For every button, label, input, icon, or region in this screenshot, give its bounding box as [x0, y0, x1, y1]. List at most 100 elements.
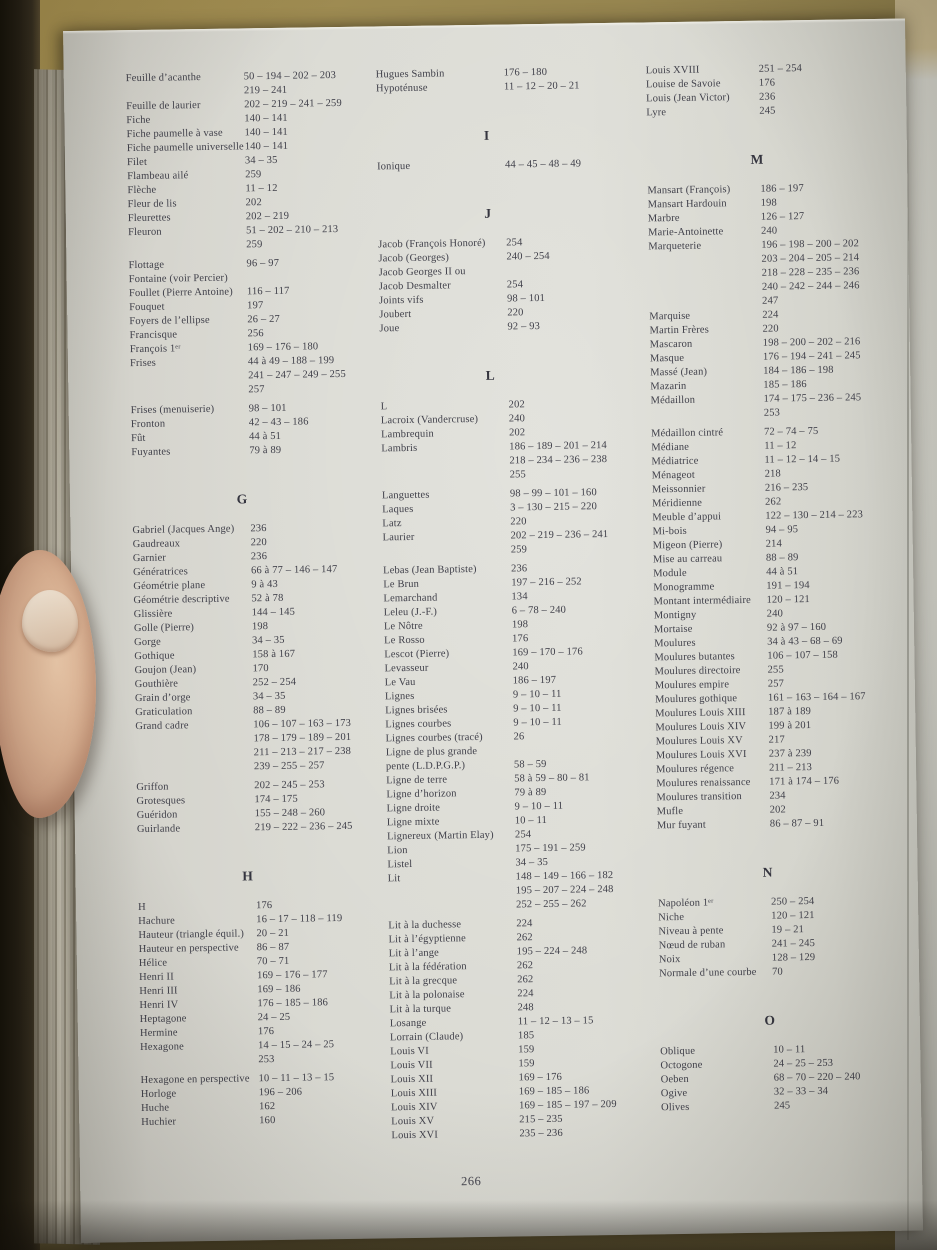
entry-pages: 186 – 189 – 201 – 214 218 – 234 – 236 – 2…	[509, 439, 634, 483]
index-entry: Hexagone 14 – 15 – 24 – 25 253	[140, 1037, 392, 1069]
entry-pages-line: 252 – 255 – 262	[515, 898, 587, 911]
index-entry: Olives 245	[661, 1098, 913, 1116]
index-entry: Ionique 44 – 45 – 48 – 49	[377, 157, 629, 175]
entry-label: Normale d’une courbe	[659, 966, 757, 980]
entry-pages: 92 – 93	[507, 319, 631, 335]
entry-pages-line: 245	[773, 1100, 791, 1112]
entry-pages: 51 – 202 – 210 – 213 259	[246, 222, 380, 252]
index-entry: Frises 44 à 49 – 188 – 199 241 – 247 – 249…	[130, 353, 383, 399]
page-number: 266	[460, 1173, 482, 1189]
section-letter: J	[484, 205, 492, 221]
entry-label: Hexagone	[140, 1041, 184, 1054]
entry-pages-line: 219 – 222 – 236 – 245	[254, 820, 353, 834]
entry-pages-line: 253	[258, 1054, 275, 1066]
entry-pages: 174 – 175 – 236 – 245 253	[763, 391, 902, 421]
entry-label: Joue	[379, 323, 400, 335]
entry-label: Fleuron	[127, 226, 162, 239]
entry-pages: 106 – 107 – 163 – 173 178 – 179 – 189 – 2…	[253, 716, 388, 774]
entry-label: Laurier	[382, 531, 415, 544]
entry-pages-line: 255	[509, 469, 526, 481]
entry-label: Frises	[129, 357, 157, 370]
entry-pages: 96 – 97	[246, 255, 380, 271]
index-entry: Louis XVI 235 – 236	[391, 1126, 643, 1144]
index-entry: Normale d’une courbe 70	[659, 964, 911, 982]
entry-label: Guirlande	[136, 823, 181, 836]
entry-label: Lyre	[646, 107, 667, 119]
entry-pages: 235 – 236	[519, 1126, 643, 1142]
entry-pages: 44 – 45 – 48 – 49	[505, 157, 629, 173]
entry-pages-line: 86 – 87 – 91	[769, 817, 825, 830]
entry-pages-line: 257	[248, 384, 265, 396]
index-entry: Marqueterie 196 – 198 – 200 – 202 203 – 20…	[648, 237, 901, 311]
entry-label: Mur fuyant	[656, 819, 707, 832]
section-letter: O	[764, 1012, 776, 1028]
entry-pages: 11 – 12 – 20 – 21	[504, 79, 628, 95]
entry-pages-line: 92 – 93	[507, 321, 541, 333]
entry-pages-line: 44 – 45 – 48 – 49	[505, 158, 582, 171]
entry-label: Hypoténuse	[375, 82, 428, 95]
entry-pages-line: 240 – 254	[506, 250, 550, 263]
section-letter: H	[242, 868, 254, 884]
entry-pages-line: 79 à 89	[249, 444, 282, 457]
entry-pages: 245	[774, 1098, 913, 1114]
index-entry: Fleuron 51 – 202 – 210 – 213 259	[128, 222, 380, 254]
index-column-3: Louis XVIII 251 – 254 Louise de Savoie 176 L…	[646, 61, 914, 1116]
index-entry: Feuille d’acanthe 50 – 194 – 202 – 203 219…	[126, 68, 378, 100]
entry-pages: 202 – 219 – 236 – 241 259	[510, 528, 634, 558]
entry-pages: 148 – 149 – 166 – 182 195 – 207 – 224 – 2…	[516, 869, 641, 913]
thumb-nail	[22, 590, 78, 652]
index-entry: Joue 92 – 93	[379, 319, 631, 337]
index-entry: Huchier 160	[141, 1112, 393, 1130]
entry-pages: 14 – 15 – 24 – 25 253	[258, 1037, 392, 1067]
section-letter: M	[750, 151, 764, 167]
section-letter: L	[485, 367, 495, 383]
entry-pages-line: 253	[763, 407, 781, 419]
entry-label: Huchier	[141, 1116, 177, 1129]
entry-pages-line: 259	[510, 544, 528, 556]
entry-pages: 240 – 254	[506, 249, 630, 265]
entry-label: Médaillon	[650, 394, 696, 407]
entry-pages: 50 – 194 – 202 – 203 219 – 241	[244, 68, 378, 98]
entry-pages: 196 – 198 – 200 – 202 203 – 204 – 205 – 2…	[761, 237, 901, 309]
entry-label: Feuille d’acanthe	[125, 72, 201, 85]
index-column-2: Hugues Sambin 176 – 180 Hypoténuse 11 – 12 …	[376, 65, 644, 1144]
index-entry: Fuyantes 79 à 89	[131, 442, 383, 460]
entry-pages: 86 – 87 – 91	[770, 816, 909, 832]
entry-pages: 160	[259, 1112, 393, 1128]
index-entry: Grand cadre 106 – 107 – 163 – 173 178 – 17…	[135, 716, 388, 776]
index-entry: Mur fuyant 86 – 87 – 91	[657, 816, 909, 834]
entry-pages: 79 à 89	[249, 442, 383, 458]
index-entry: Lambris 186 – 189 – 201 – 214 218 – 234 – …	[381, 439, 634, 485]
entry-pages-line: 70	[772, 966, 783, 978]
entry-label: Grand cadre	[135, 720, 189, 733]
entry-pages-line: 245	[759, 105, 776, 117]
index-entry: Lyre 245	[646, 103, 898, 121]
entry-label: Lambris	[381, 442, 418, 455]
entry-pages: 245	[759, 103, 898, 119]
entry-label: Marqueterie	[648, 240, 702, 253]
index-entry: Hypoténuse 11 – 12 – 20 – 21	[376, 79, 628, 97]
entry-label: Lit	[387, 873, 401, 885]
index-column-1: Feuille d’acanthe 50 – 194 – 202 – 203 219…	[126, 68, 394, 1130]
entry-pages: 44 à 49 – 188 – 199 241 – 247 – 249 – 255…	[248, 353, 383, 397]
section-letter: N	[762, 864, 773, 880]
section-letter: I	[483, 127, 490, 143]
entry-label: Ionique	[377, 160, 411, 173]
entry-pages-line: 239 – 255 – 257	[253, 760, 325, 773]
entry-label: Fuyantes	[131, 446, 171, 459]
entry-pages-line: 235 – 236	[519, 1127, 563, 1140]
entry-pages-line: 26	[513, 731, 525, 743]
entry-pages-line: 96 – 97	[246, 257, 280, 270]
index-entry: Guirlande 219 – 222 – 236 – 245	[137, 819, 389, 837]
page-fold-line	[907, 60, 909, 1240]
section-letter: G	[236, 491, 248, 507]
entry-label: Louis XVI	[391, 1129, 439, 1142]
index-page: Feuille d’acanthe 50 – 194 – 202 – 203 219…	[63, 18, 923, 1243]
entry-pages: 219 – 222 – 236 – 245	[255, 819, 389, 835]
index-entry: Lit 148 – 149 – 166 – 182 195 – 207 – 224 …	[388, 869, 641, 915]
entry-pages: 26	[513, 729, 637, 745]
entry-pages: 70	[772, 964, 911, 980]
index-entry: Médaillon 174 – 175 – 236 – 245 253	[651, 391, 903, 423]
entry-label: Olives	[661, 1101, 690, 1114]
